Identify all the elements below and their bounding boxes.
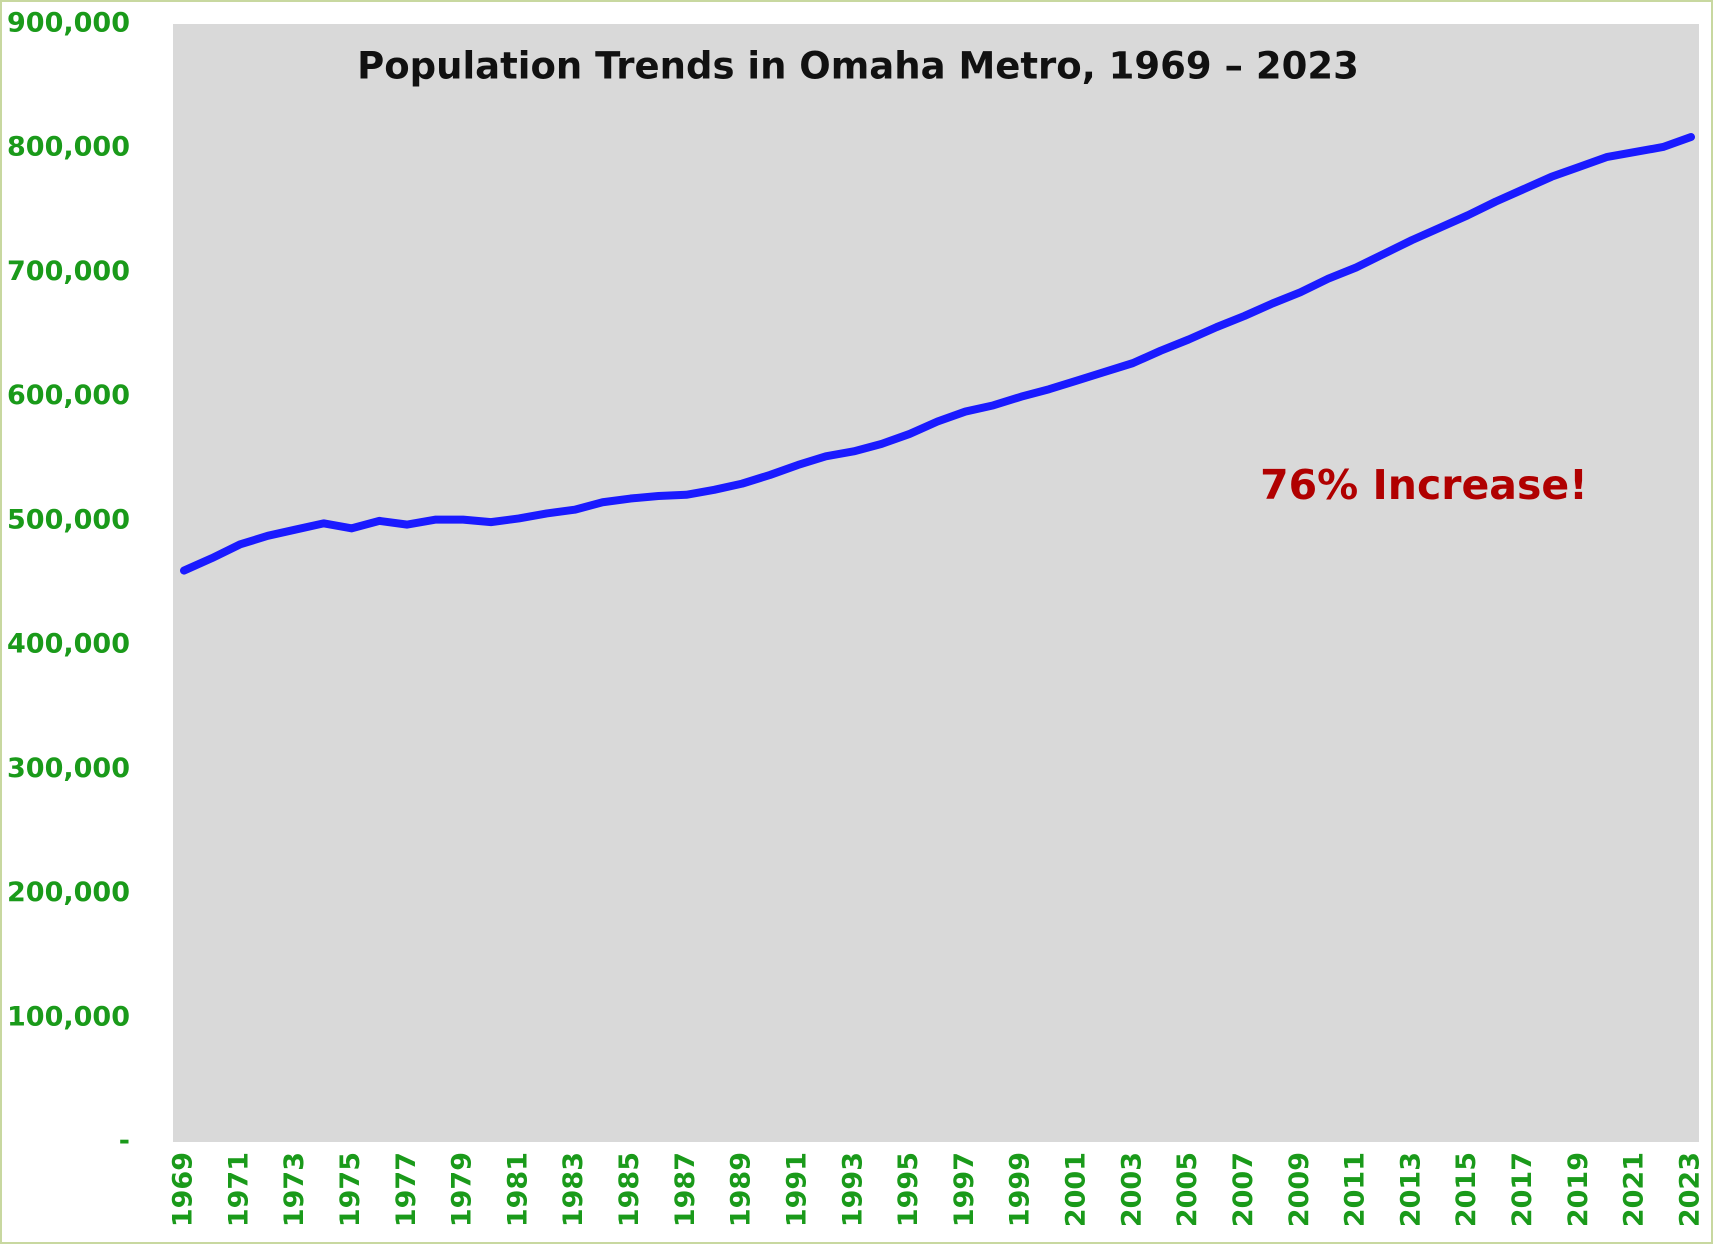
x-tick-label: 1993: [837, 1152, 868, 1227]
x-tick-label: 1991: [781, 1152, 812, 1227]
plot-area: [173, 24, 1699, 1142]
x-tick-label: 2023: [1675, 1152, 1706, 1227]
x-tick-label: 2005: [1172, 1152, 1203, 1227]
x-tick-label: 1987: [670, 1152, 701, 1227]
x-tick-label: 1981: [502, 1152, 533, 1227]
x-tick-label: 1999: [1005, 1152, 1036, 1227]
x-tick-label: 2019: [1563, 1152, 1594, 1227]
x-tick-label: 1979: [447, 1152, 478, 1227]
x-tick-label: 2007: [1228, 1152, 1259, 1227]
x-tick-label: 1973: [279, 1152, 310, 1227]
x-tick-label: 2021: [1619, 1152, 1650, 1227]
x-tick-label: 2001: [1061, 1152, 1092, 1227]
y-tick-label: 500,000: [7, 504, 130, 535]
x-tick-label: 2003: [1116, 1152, 1147, 1227]
x-tick-label: 1977: [391, 1152, 422, 1227]
line-series: [180, 133, 1695, 575]
y-tick-label: 600,000: [7, 380, 130, 411]
x-tick-label: 2017: [1507, 1152, 1538, 1227]
x-tick-label: 2011: [1340, 1152, 1371, 1227]
y-tick-label: -: [119, 1126, 130, 1157]
y-tick-label: 700,000: [7, 256, 130, 287]
x-tick-label: 1985: [614, 1152, 645, 1227]
chart-title: Population Trends in Omaha Metro, 1969 –…: [357, 45, 1359, 88]
y-tick-label: 300,000: [7, 753, 130, 784]
y-tick-label: 200,000: [7, 877, 130, 908]
x-tick-label: 1983: [558, 1152, 589, 1227]
x-tick-label: 2013: [1395, 1152, 1426, 1227]
annotation: 76% Increase!: [1260, 461, 1588, 509]
y-tick-label: 800,000: [7, 132, 130, 163]
y-tick-label: 400,000: [7, 629, 130, 660]
x-tick-label: 2009: [1284, 1152, 1315, 1227]
y-tick-label: 900,000: [7, 8, 130, 39]
x-tick-label: 1997: [949, 1152, 980, 1227]
x-tick-label: 1969: [168, 1152, 199, 1227]
x-tick-label: 1995: [893, 1152, 924, 1227]
x-tick-label: 1975: [335, 1152, 366, 1227]
x-tick-label: 2015: [1451, 1152, 1482, 1227]
x-tick-label: 1989: [726, 1152, 757, 1227]
y-tick-label: 100,000: [7, 1001, 130, 1032]
x-tick-label: 1971: [223, 1152, 254, 1227]
